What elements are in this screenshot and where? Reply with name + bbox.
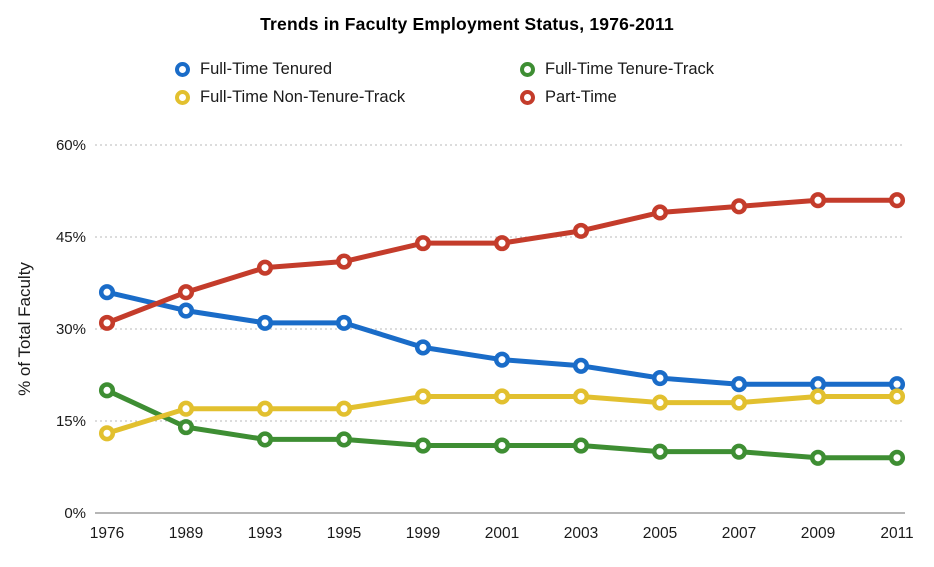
- legend-item-part-time: Part-Time: [520, 88, 714, 107]
- x-tick-label: 1989: [169, 525, 203, 542]
- x-tick-label: 2005: [643, 525, 677, 542]
- data-point: [888, 192, 906, 209]
- data-point: [651, 204, 669, 221]
- data-point: [414, 437, 432, 454]
- data-point: [256, 400, 274, 417]
- data-point: [98, 382, 116, 399]
- legend-item-full-time-tenured: Full-Time Tenured: [175, 60, 520, 79]
- x-tick-label: 2007: [722, 525, 756, 542]
- data-point: [493, 388, 511, 405]
- data-point: [256, 314, 274, 331]
- series-line: [104, 289, 900, 387]
- data-point: [98, 284, 116, 301]
- data-point: [651, 370, 669, 387]
- data-point: [888, 388, 906, 405]
- data-point: [809, 376, 827, 393]
- data-point: [98, 425, 116, 442]
- data-point: [414, 235, 432, 252]
- x-tick-label: 1993: [248, 525, 282, 542]
- legend-label-full-time-tenure-track: Full-Time Tenure-Track: [545, 60, 715, 78]
- x-tick-label: 2001: [485, 525, 519, 542]
- legend-label-full-time-non-tenure-track: Full-Time Non-Tenure-Track: [200, 88, 406, 106]
- data-point: [651, 394, 669, 411]
- data-point: [730, 376, 748, 393]
- y-tick-label: 30%: [56, 321, 86, 338]
- data-point: [493, 437, 511, 454]
- series-line: [104, 197, 900, 326]
- legend-label-part-time: Part-Time: [545, 88, 617, 106]
- data-point: [809, 388, 827, 405]
- data-point: [809, 192, 827, 209]
- data-point: [888, 376, 906, 393]
- data-point: [888, 449, 906, 466]
- data-point: [256, 431, 274, 448]
- data-point: [335, 400, 353, 417]
- y-axis-title: % of Total Faculty: [15, 262, 34, 396]
- data-point: [414, 388, 432, 405]
- legend-marker-full-time-tenured-icon: [175, 62, 190, 77]
- data-point: [730, 394, 748, 411]
- y-tick-label: 15%: [56, 413, 86, 430]
- data-point: [335, 431, 353, 448]
- legend: Full-Time Tenured Full-Time Tenure-Track…: [175, 60, 714, 107]
- data-point: [730, 443, 748, 460]
- data-point: [493, 235, 511, 252]
- data-point: [335, 253, 353, 270]
- data-point: [335, 314, 353, 331]
- data-point: [177, 284, 195, 301]
- x-tick-label: 1976: [90, 525, 124, 542]
- y-tick-label: 45%: [56, 229, 86, 246]
- x-tick-label: 2011: [880, 525, 913, 542]
- data-point: [809, 449, 827, 466]
- legend-label-full-time-tenured: Full-Time Tenured: [200, 60, 333, 78]
- x-tick-label: 2003: [564, 525, 598, 542]
- data-point: [177, 400, 195, 417]
- legend-item-full-time-tenure-track: Full-Time Tenure-Track: [520, 60, 714, 79]
- data-point: [572, 357, 590, 374]
- data-point: [572, 388, 590, 405]
- y-tick-label: 60%: [56, 137, 86, 154]
- legend-marker-full-time-non-tenure-track-icon: [175, 90, 190, 105]
- data-point: [177, 419, 195, 436]
- legend-item-full-time-non-tenure-track: Full-Time Non-Tenure-Track: [175, 88, 520, 107]
- data-point: [414, 339, 432, 356]
- data-point: [730, 198, 748, 215]
- data-point: [256, 259, 274, 276]
- data-point: [651, 443, 669, 460]
- chart-title: Trends in Faculty Employment Status, 197…: [260, 14, 674, 34]
- data-point: [493, 351, 511, 368]
- data-point: [98, 314, 116, 331]
- data-point: [572, 437, 590, 454]
- legend-marker-part-time-icon: [520, 90, 535, 105]
- data-point: [572, 222, 590, 239]
- x-tick-label: 1995: [327, 525, 361, 542]
- x-tick-label: 2009: [801, 525, 835, 542]
- legend-marker-full-time-tenure-track-icon: [520, 62, 535, 77]
- data-point: [177, 302, 195, 319]
- y-tick-label: 0%: [64, 505, 86, 522]
- x-tick-label: 1999: [406, 525, 440, 542]
